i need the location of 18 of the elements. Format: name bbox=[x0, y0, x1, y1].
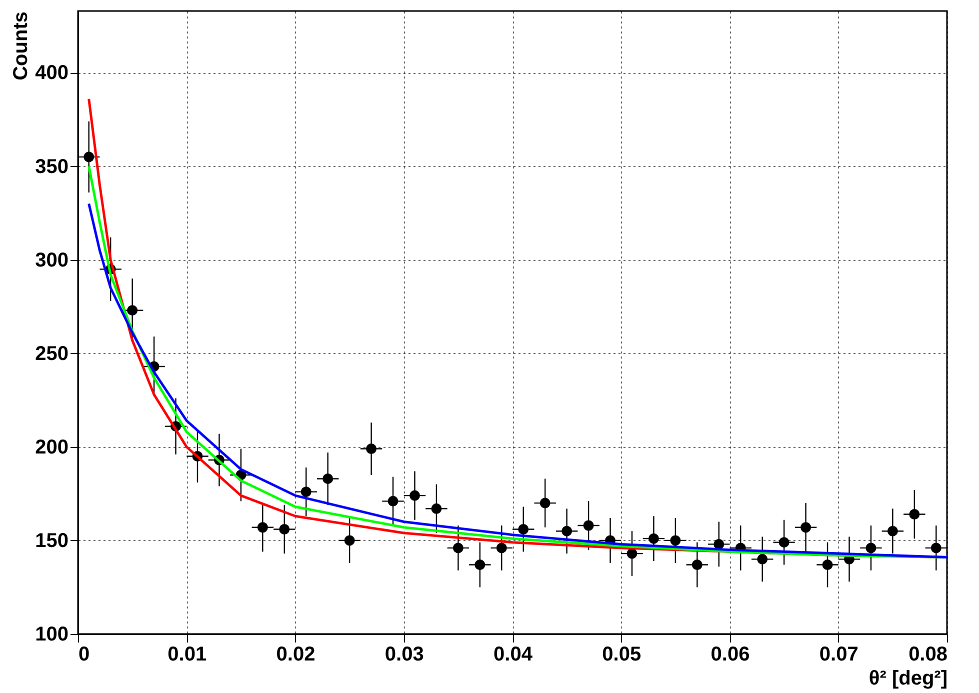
x-tick-label: 0.03 bbox=[384, 644, 424, 666]
y-tick-label: 150 bbox=[35, 530, 68, 552]
x-tick-label: 0.07 bbox=[819, 644, 858, 666]
y-tick-label: 200 bbox=[35, 436, 68, 458]
y-tick-label: 350 bbox=[35, 156, 68, 178]
x-tick-label: 0.05 bbox=[602, 644, 642, 666]
x-tick-label: 0.01 bbox=[168, 644, 207, 666]
y-tick-label: 400 bbox=[35, 62, 68, 84]
x-tick-label: 0 bbox=[78, 644, 90, 666]
y-tick-label: 300 bbox=[35, 249, 68, 272]
y-tick-label: 100 bbox=[35, 624, 68, 646]
x-tick-label: 0.04 bbox=[494, 644, 534, 666]
y-tick-label: 250 bbox=[35, 342, 68, 365]
x-axis-title: θ² [deg²] bbox=[868, 668, 948, 690]
x-tick-label: 0.08 bbox=[908, 644, 948, 666]
y-axis-title: Counts bbox=[10, 12, 32, 80]
x-tick-label: 0.06 bbox=[710, 644, 750, 666]
x-tick-label: 0.02 bbox=[276, 644, 316, 666]
